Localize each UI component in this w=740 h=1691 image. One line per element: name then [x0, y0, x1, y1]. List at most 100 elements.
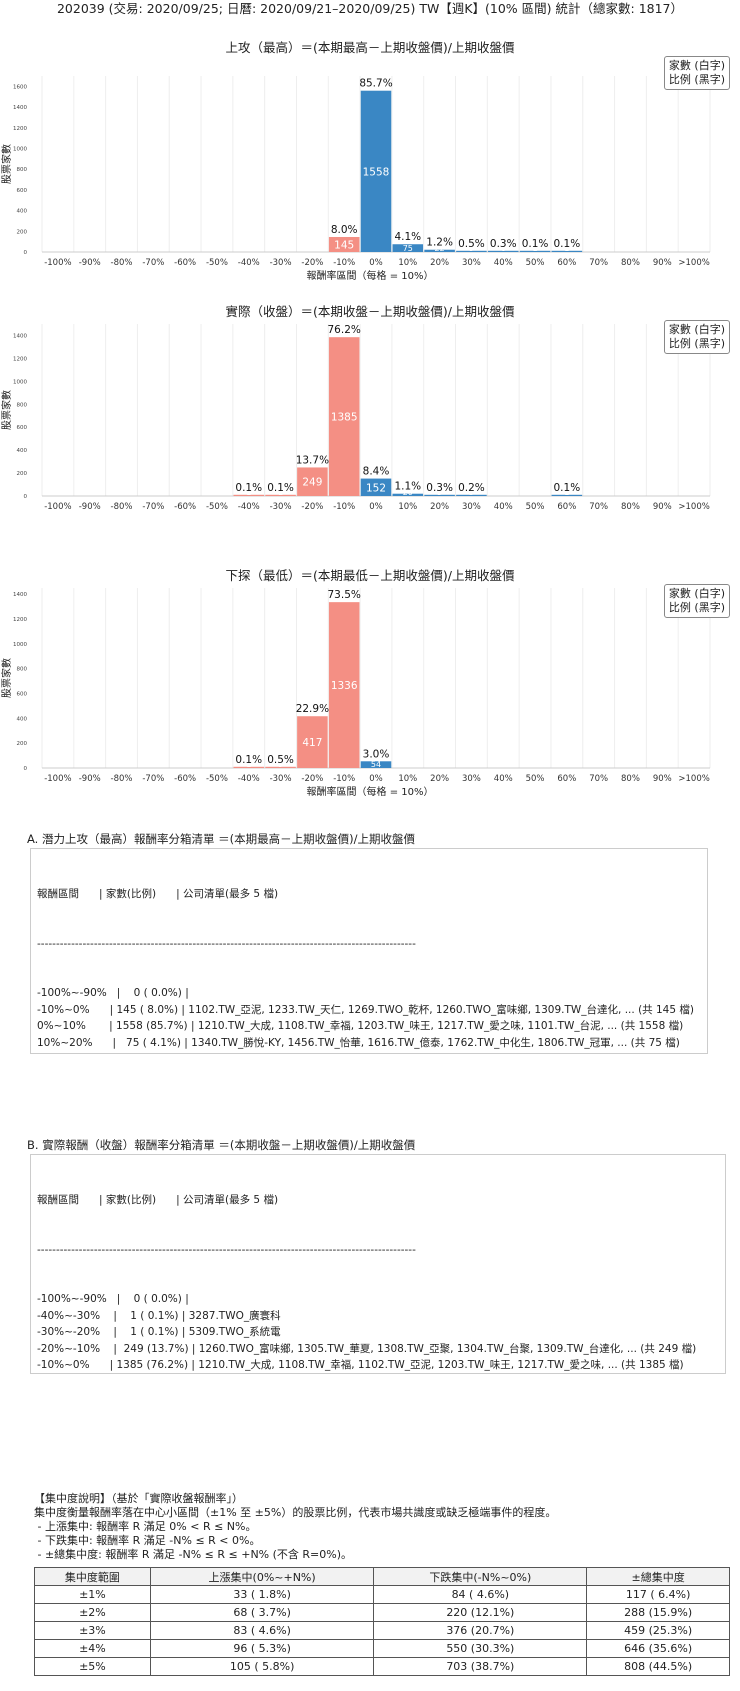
x-tick-label: 50%: [526, 258, 545, 268]
bar-pct-label: 0.3%: [426, 482, 453, 494]
bar-20%: [424, 249, 455, 252]
concentration-row: ±4% 96 ( 5.3%) 550 (30.3%) 646 (35.6%): [34, 1639, 730, 1658]
concentration-line: - ±總集中度: 報酬率 R 滿足 -N% ≤ R ≤ +N% (不含 R=0%…: [34, 1548, 353, 1561]
bar-pct-label: 0.1%: [235, 754, 262, 766]
concentration-cell: ±2%: [34, 1603, 151, 1622]
y-tick-label: 1400: [13, 105, 27, 111]
concentration-line: - 下跌集中: 報酬率 R 滿足 -N% ≤ R < 0%。: [34, 1534, 261, 1547]
bar-30%: [456, 250, 487, 252]
concentration-description: 【集中度說明】（基於「實際收盤報酬率」） 集中度衡量報酬率落在中心小區間（±1% …: [34, 1492, 556, 1562]
chart-legend: 家數 (白字) 比例 (黑字): [663, 584, 730, 618]
x-tick-label: 80%: [621, 774, 640, 784]
section-b-row: 0%~10% | 152 ( 8.4%) | 1110.TW_東泥, 1240.…: [37, 1374, 719, 1375]
x-tick-label: 80%: [621, 502, 640, 512]
page-title: 202039 (交易: 2020/09/25; 日曆: 2020/09/21–2…: [56, 1, 684, 16]
x-tick-label: 60%: [557, 258, 576, 268]
bar-60%: [551, 250, 583, 252]
x-tick-label: 90%: [653, 258, 672, 268]
x-axis-label: 報酬率區間（每格 = 10%）: [307, 269, 434, 282]
concentration-cell: 550 (30.3%): [373, 1639, 588, 1658]
bar-30%: [456, 494, 487, 496]
y-tick-label: 0: [24, 494, 28, 500]
section-a-box: 報酬區間 | 家數(比例) | 公司清單(最多 5 檔) -----------…: [30, 848, 708, 1054]
x-tick-label: -100%: [44, 502, 71, 512]
bar-pct-label: 4.1%: [394, 231, 421, 243]
section-b-row: -100%~-90% | 0 ( 0.0%) |: [37, 1293, 189, 1305]
x-tick-label: 70%: [589, 774, 608, 784]
bar-count-label: 22: [435, 244, 445, 253]
section-b-row: -20%~-10% | 249 (13.7%) | 1260.TWO_富味鄉, …: [37, 1342, 697, 1355]
y-tick-label: 600: [17, 188, 28, 194]
bar-count-label: 417: [302, 737, 322, 749]
concentration-header-cell: 上漲集中(0%~+N%): [149, 1567, 375, 1586]
concentration-header-cell: 下跌集中(-N%~0%): [373, 1567, 588, 1586]
legend-ratio-label: 比例 (黑字): [668, 73, 725, 86]
x-tick-label: -10%: [333, 502, 355, 512]
bar-count-label: 75: [403, 244, 413, 253]
bar-count-label: 249: [302, 477, 322, 489]
bar--20%: [297, 467, 328, 496]
bar-pct-label: 0.3%: [490, 238, 517, 250]
y-axis-label: 股票家數: [0, 144, 13, 184]
x-tick-label: -10%: [333, 258, 355, 268]
concentration-cell: 117 ( 6.4%): [586, 1585, 730, 1604]
x-tick-label: 10%: [398, 258, 417, 268]
bar-count-label: 9: [278, 760, 283, 769]
concentration-cell: 68 ( 3.7%): [149, 1603, 375, 1622]
section-b-separator: ----------------------------------------…: [37, 1243, 416, 1256]
bar-pct-label: 8.0%: [331, 224, 358, 236]
x-tick-label: -60%: [174, 258, 196, 268]
bar-pct-label: 0.1%: [554, 482, 581, 494]
x-tick-label: 60%: [557, 502, 576, 512]
x-tick-label: -90%: [79, 774, 101, 784]
legend-ratio-label: 比例 (黑字): [668, 337, 725, 350]
bar-count-label: 1: [564, 244, 569, 253]
section-b-row: -40%~-30% | 1 ( 0.1%) | 3287.TWO_廣寰科: [37, 1309, 281, 1322]
x-tick-label: -20%: [301, 502, 323, 512]
concentration-row: ±2% 68 ( 3.7%) 220 (12.1%) 288 (15.9%): [34, 1603, 730, 1622]
concentration-cell: 459 (25.3%): [586, 1621, 730, 1640]
bar-count-label: 5: [437, 488, 442, 497]
chart-svg: 上攻（最高）＝(本期最高－上期收盤價)/上期收盤價020040060080010…: [0, 40, 711, 282]
y-tick-label: 1000: [13, 642, 27, 648]
bar-60%: [551, 494, 583, 496]
bar-pct-label: 0.1%: [522, 238, 549, 250]
section-a-row: -100%~-90% | 0 ( 0.0%) |: [37, 987, 189, 999]
section-b-row: -10%~0% | 1385 (76.2%) | 1210.TW_大成, 110…: [37, 1359, 684, 1371]
bar--20%: [297, 716, 328, 768]
bar-count-label: 1385: [331, 412, 358, 424]
bar--10%: [328, 602, 360, 768]
bar-count-label: 1336: [331, 680, 358, 692]
chart-legend: 家數 (白字) 比例 (黑字): [663, 320, 730, 354]
bar-count-label: 3: [469, 488, 474, 497]
x-tick-label: -40%: [238, 774, 260, 784]
x-tick-label: 90%: [653, 502, 672, 512]
legend-count-label: 家數 (白字): [668, 59, 725, 72]
x-tick-label: 20%: [430, 774, 449, 784]
section-a-row: -10%~0% | 145 ( 8.0%) | 1102.TW_亞泥, 1233…: [37, 1003, 694, 1016]
legend-count-label: 家數 (白字): [668, 587, 725, 600]
x-tick-label: -40%: [238, 502, 260, 512]
bar-count-label: 9: [469, 244, 474, 253]
bar-20%: [424, 494, 455, 496]
bar-pct-label: 22.9%: [296, 703, 329, 715]
concentration-cell: 105 ( 5.8%): [149, 1657, 375, 1676]
bar-count-label: 1: [564, 488, 569, 497]
x-tick-label: -80%: [111, 774, 133, 784]
bar-pct-label: 0.5%: [458, 238, 485, 250]
x-tick-label: >100%: [678, 258, 709, 268]
chart-actual: 實際（收盤）＝(本期收盤－上期收盤價)/上期收盤價 0 200 400 600 800 10…: [0, 302, 740, 544]
bar-pct-label: 85.7%: [359, 78, 392, 90]
section-b-header: 報酬區間 | 家數(比例) | 公司清單(最多 5 檔): [37, 1194, 279, 1206]
x-tick-label: 30%: [462, 502, 481, 512]
legend-count-label: 家數 (白字): [668, 323, 725, 336]
y-tick-label: 400: [17, 448, 28, 454]
y-tick-label: 800: [17, 402, 28, 408]
x-axis-label: 報酬率區間（每格 = 10%）: [307, 785, 434, 798]
x-tick-label: 60%: [557, 774, 576, 784]
concentration-cell: 33 ( 1.8%): [149, 1585, 375, 1604]
x-tick-label: 0%: [369, 774, 383, 784]
concentration-cell: 83 ( 4.6%): [149, 1621, 375, 1640]
x-tick-label: -10%: [333, 774, 355, 784]
x-tick-label: -60%: [174, 774, 196, 784]
